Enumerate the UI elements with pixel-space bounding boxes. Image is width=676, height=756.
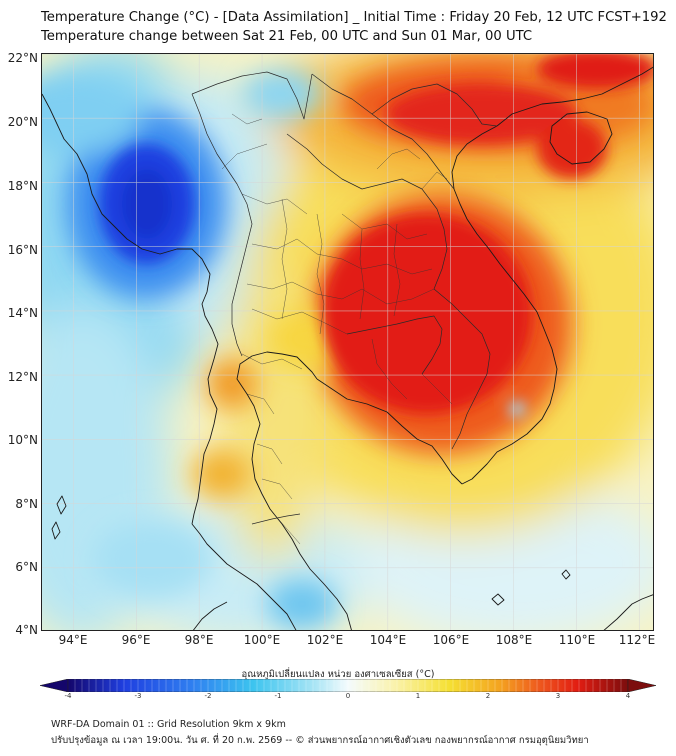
colorbar-tick: -2 xyxy=(204,692,212,700)
lat-label-12n: 12°N xyxy=(7,370,38,384)
lon-label-100e: 100°E xyxy=(243,633,281,647)
lat-label-20n: 20°N xyxy=(7,115,38,129)
map-title: Temperature Change (°C) - [Data Assimila… xyxy=(41,10,667,25)
colorbar-tick: 4 xyxy=(625,692,631,700)
colorbar xyxy=(40,679,656,692)
lat-label-8n: 8°N xyxy=(15,497,38,511)
lat-label-22n: 22°N xyxy=(7,51,38,65)
map-canvas xyxy=(42,54,653,630)
lat-label-10n: 10°N xyxy=(7,433,38,447)
temperature-change-map xyxy=(41,53,654,631)
province-boundaries xyxy=(221,113,453,545)
colorbar-tick: 1 xyxy=(415,692,421,700)
colorbar-tick: -4 xyxy=(64,692,72,700)
lon-label-96e: 96°E xyxy=(121,633,151,647)
update-credit: ปรับปรุงข้อมูล ณ เวลา 19:00น. วัน ศ. ที่… xyxy=(51,735,589,746)
lon-label-110e: 110°E xyxy=(558,633,596,647)
lon-label-104e: 104°E xyxy=(369,633,407,647)
map-subtitle: Temperature change between Sat 21 Feb, 0… xyxy=(41,29,533,44)
temperature-field xyxy=(42,54,653,630)
colorbar-tick: 2 xyxy=(485,692,491,700)
country-borders xyxy=(191,71,498,525)
colorbar-tick: -3 xyxy=(134,692,142,700)
lat-label-6n: 6°N xyxy=(15,560,38,574)
lon-label-106e: 106°E xyxy=(432,633,470,647)
colorbar-tick: 0 xyxy=(345,692,351,700)
lon-label-94e: 94°E xyxy=(58,633,88,647)
lon-label-98e: 98°E xyxy=(184,633,214,647)
colorbar-min-arrow xyxy=(40,679,69,692)
model-info: WRF-DA Domain 01 :: Grid Resolution 9km … xyxy=(51,719,286,730)
colorbar-tick: 3 xyxy=(555,692,561,700)
colorbar-tick: -1 xyxy=(274,692,282,700)
lon-label-102e: 102°E xyxy=(306,633,344,647)
lat-label-18n: 18°N xyxy=(7,179,38,193)
colorbar-label: อุณหภูมิเปลี่ยนแปลง หน่วย องศาเซลเซียส (… xyxy=(241,669,435,680)
lat-label-4n: 4°N xyxy=(15,623,38,637)
graticule xyxy=(42,54,653,630)
lat-label-16n: 16°N xyxy=(7,243,38,257)
coastlines xyxy=(42,66,653,630)
lon-label-108e: 108°E xyxy=(495,633,533,647)
colorbar-max-arrow xyxy=(627,679,656,692)
lon-label-112e: 112°E xyxy=(618,633,656,647)
lat-label-14n: 14°N xyxy=(7,306,38,320)
